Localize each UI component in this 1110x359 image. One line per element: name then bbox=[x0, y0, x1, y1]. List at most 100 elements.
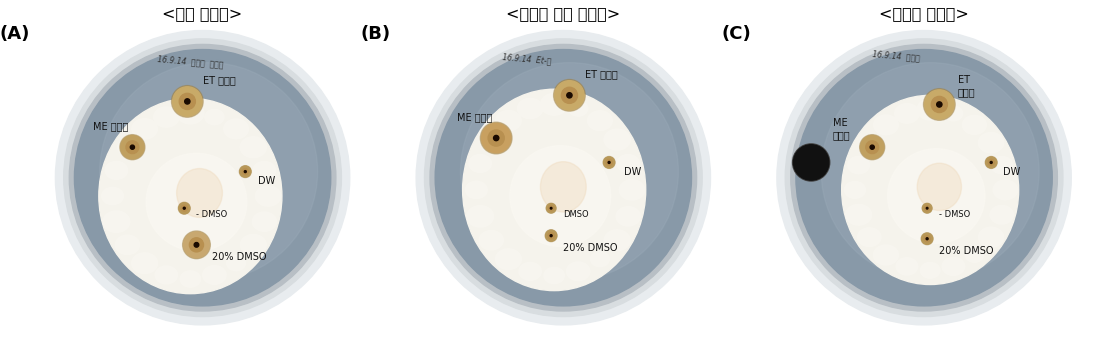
Ellipse shape bbox=[616, 207, 640, 226]
Text: 16.9.14  상제소: 16.9.14 상제소 bbox=[872, 49, 920, 62]
Ellipse shape bbox=[176, 102, 204, 124]
Text: DMSO: DMSO bbox=[564, 210, 589, 219]
Ellipse shape bbox=[785, 39, 1063, 317]
Ellipse shape bbox=[74, 50, 331, 306]
Ellipse shape bbox=[153, 107, 179, 127]
Ellipse shape bbox=[241, 234, 266, 255]
Ellipse shape bbox=[100, 63, 317, 280]
Ellipse shape bbox=[103, 211, 130, 232]
Ellipse shape bbox=[821, 63, 1039, 280]
Ellipse shape bbox=[463, 89, 646, 291]
Ellipse shape bbox=[496, 111, 522, 131]
Circle shape bbox=[921, 233, 934, 245]
Circle shape bbox=[481, 122, 512, 154]
Ellipse shape bbox=[920, 262, 940, 278]
Circle shape bbox=[242, 169, 249, 174]
Ellipse shape bbox=[777, 31, 1071, 325]
Circle shape bbox=[190, 238, 203, 252]
Ellipse shape bbox=[224, 119, 249, 139]
Circle shape bbox=[184, 99, 190, 104]
Ellipse shape bbox=[568, 101, 588, 116]
Circle shape bbox=[925, 206, 930, 211]
Ellipse shape bbox=[495, 249, 522, 270]
Ellipse shape bbox=[858, 228, 881, 247]
Ellipse shape bbox=[848, 157, 869, 174]
Circle shape bbox=[986, 157, 997, 168]
Ellipse shape bbox=[979, 227, 1003, 247]
Circle shape bbox=[546, 230, 556, 241]
Ellipse shape bbox=[69, 45, 336, 311]
Text: <상백피 추출물>: <상백피 추출물> bbox=[879, 6, 969, 22]
Text: ME 추출물: ME 추출물 bbox=[93, 121, 128, 131]
Circle shape bbox=[870, 145, 875, 149]
Ellipse shape bbox=[147, 153, 246, 251]
Ellipse shape bbox=[587, 111, 613, 131]
Ellipse shape bbox=[519, 262, 542, 280]
Text: (A): (A) bbox=[0, 25, 30, 43]
Circle shape bbox=[240, 165, 251, 178]
Ellipse shape bbox=[105, 162, 128, 180]
Circle shape bbox=[183, 207, 185, 209]
Ellipse shape bbox=[917, 99, 943, 120]
Circle shape bbox=[990, 162, 992, 163]
Ellipse shape bbox=[942, 257, 965, 275]
Circle shape bbox=[173, 87, 202, 116]
Circle shape bbox=[794, 145, 829, 180]
Circle shape bbox=[179, 203, 190, 214]
Circle shape bbox=[240, 166, 251, 177]
Circle shape bbox=[860, 136, 884, 159]
Ellipse shape bbox=[991, 157, 1012, 174]
Ellipse shape bbox=[841, 95, 1019, 284]
Circle shape bbox=[546, 204, 556, 213]
Text: - DMSO: - DMSO bbox=[196, 210, 228, 219]
Ellipse shape bbox=[846, 204, 871, 225]
Circle shape bbox=[546, 203, 556, 213]
Circle shape bbox=[921, 233, 932, 244]
Circle shape bbox=[931, 97, 948, 112]
Ellipse shape bbox=[517, 98, 543, 118]
Ellipse shape bbox=[617, 154, 639, 172]
Ellipse shape bbox=[541, 93, 568, 115]
Circle shape bbox=[551, 235, 552, 237]
Ellipse shape bbox=[132, 253, 158, 274]
Circle shape bbox=[172, 85, 203, 117]
Ellipse shape bbox=[416, 31, 710, 325]
Ellipse shape bbox=[56, 31, 350, 325]
Circle shape bbox=[926, 238, 928, 240]
Ellipse shape bbox=[482, 132, 501, 148]
Text: <띗나무 가지 추출물>: <띗나무 가지 추출물> bbox=[506, 6, 620, 22]
Circle shape bbox=[925, 236, 930, 242]
Ellipse shape bbox=[461, 63, 678, 280]
Ellipse shape bbox=[604, 129, 630, 150]
Ellipse shape bbox=[424, 39, 703, 317]
Ellipse shape bbox=[619, 180, 645, 200]
Circle shape bbox=[130, 145, 134, 149]
Text: 16.9.14  Et-자: 16.9.14 Et-자 bbox=[503, 52, 552, 65]
Ellipse shape bbox=[966, 248, 983, 262]
Ellipse shape bbox=[255, 186, 281, 206]
Circle shape bbox=[927, 208, 928, 209]
Circle shape bbox=[494, 135, 498, 141]
Text: 16.9.14  하앴제  종류를: 16.9.14 하앴제 종류를 bbox=[157, 54, 224, 69]
Text: (B): (B) bbox=[361, 25, 391, 43]
Text: ET 추출물: ET 추출물 bbox=[585, 69, 617, 79]
Circle shape bbox=[194, 243, 199, 247]
Circle shape bbox=[922, 203, 932, 213]
Circle shape bbox=[120, 135, 145, 160]
Ellipse shape bbox=[253, 162, 275, 179]
Ellipse shape bbox=[566, 262, 589, 281]
Ellipse shape bbox=[180, 271, 201, 287]
Circle shape bbox=[866, 141, 879, 154]
Ellipse shape bbox=[874, 245, 898, 265]
Circle shape bbox=[545, 230, 557, 242]
Ellipse shape bbox=[544, 267, 564, 284]
Ellipse shape bbox=[917, 163, 961, 210]
Text: ME
추출물: ME 추출물 bbox=[832, 118, 850, 140]
Ellipse shape bbox=[945, 106, 962, 121]
Ellipse shape bbox=[63, 39, 342, 317]
Circle shape bbox=[555, 81, 584, 110]
Ellipse shape bbox=[790, 45, 1058, 311]
Circle shape bbox=[937, 102, 942, 107]
Circle shape bbox=[567, 93, 572, 98]
Ellipse shape bbox=[845, 182, 866, 198]
